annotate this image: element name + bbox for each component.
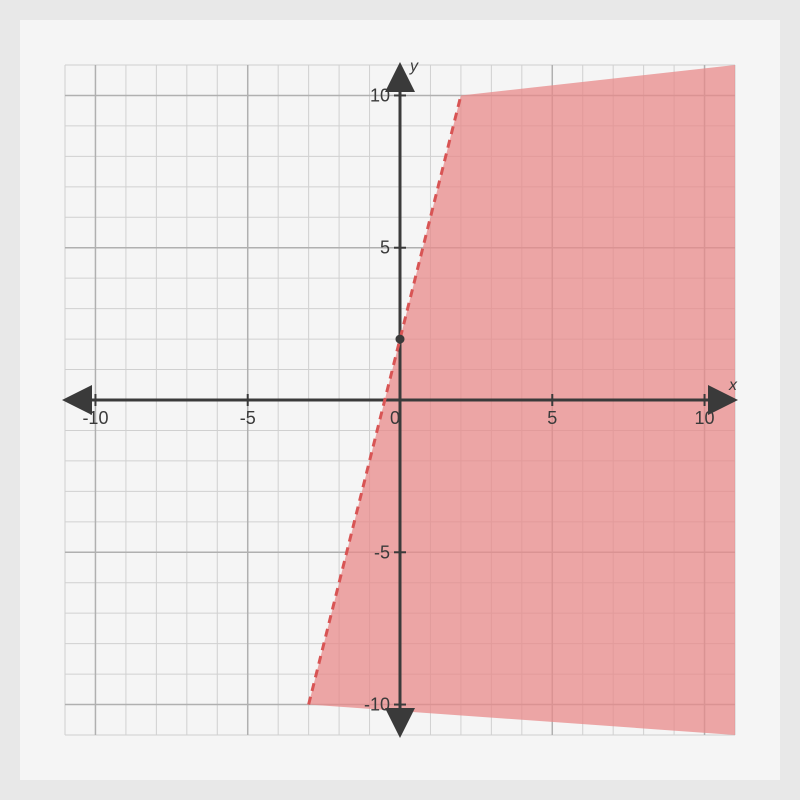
- x-tick-label: 5: [547, 408, 557, 428]
- x-tick-label: 0: [390, 408, 400, 428]
- y-tick-label: 10: [370, 85, 390, 105]
- x-tick-label: 10: [695, 408, 715, 428]
- y-axis-label: y: [409, 58, 419, 75]
- inequality-chart: -10 -5 0 5 10 -10 -5 5 10 x y: [20, 20, 780, 780]
- chart-svg: -10 -5 0 5 10 -10 -5 5 10 x y: [20, 20, 780, 780]
- x-tick-label: -5: [240, 408, 256, 428]
- x-axis-label: x: [728, 377, 738, 394]
- x-tick-label: -10: [82, 408, 108, 428]
- y-intercept-point: [396, 335, 405, 344]
- y-tick-label: 5: [380, 238, 390, 258]
- y-tick-label: -10: [364, 695, 390, 715]
- y-tick-label: -5: [374, 542, 390, 562]
